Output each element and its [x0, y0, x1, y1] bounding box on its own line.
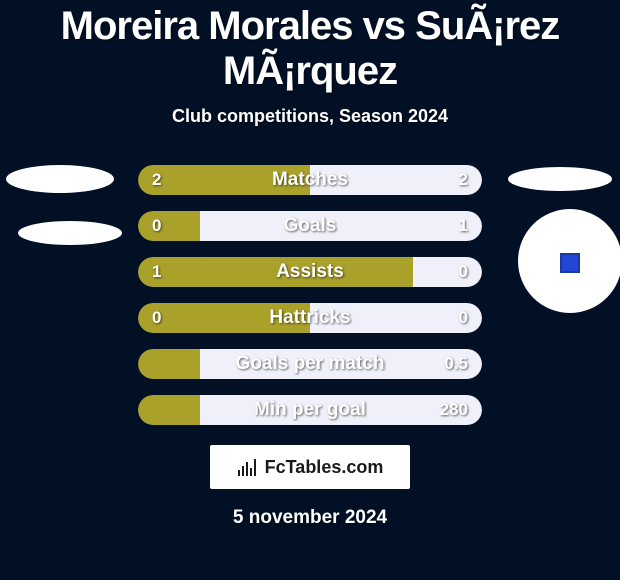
watermark-text: FcTables.com [265, 457, 384, 478]
decor-ellipse [6, 165, 114, 193]
page-title: Moreira Morales vs SuÃ¡rez MÃ¡rquez [0, 0, 620, 94]
date-text: 5 november 2024 [0, 489, 620, 529]
stat-bar: 0.5Goals per match [138, 349, 482, 379]
decor-small-rect [560, 253, 580, 273]
stat-bar: 01Goals [138, 211, 482, 241]
bars-chart-icon [237, 456, 259, 478]
bar-label: Hattricks [138, 303, 482, 333]
comparison-infographic: Moreira Morales vs SuÃ¡rez MÃ¡rquez Club… [0, 0, 620, 580]
page-subtitle: Club competitions, Season 2024 [0, 94, 620, 127]
decor-ellipse [18, 221, 122, 245]
left-decor [0, 165, 120, 425]
bar-label: Assists [138, 257, 482, 287]
bar-label: Goals per match [138, 349, 482, 379]
stat-bar: 10Assists [138, 257, 482, 287]
stat-bar: 22Matches [138, 165, 482, 195]
bar-label: Goals [138, 211, 482, 241]
bar-label: Matches [138, 165, 482, 195]
watermark-badge: FcTables.com [210, 445, 410, 489]
content-row: 22Matches 01Goals 10Assists 00Hattricks 0.5G… [0, 165, 620, 425]
stat-bars: 22Matches 01Goals 10Assists 00Hattricks 0.5G… [138, 165, 482, 425]
right-decor [500, 165, 620, 425]
stat-bar: 280Min per goal [138, 395, 482, 425]
stat-bar: 00Hattricks [138, 303, 482, 333]
decor-ellipse [508, 167, 612, 191]
bar-label: Min per goal [138, 395, 482, 425]
